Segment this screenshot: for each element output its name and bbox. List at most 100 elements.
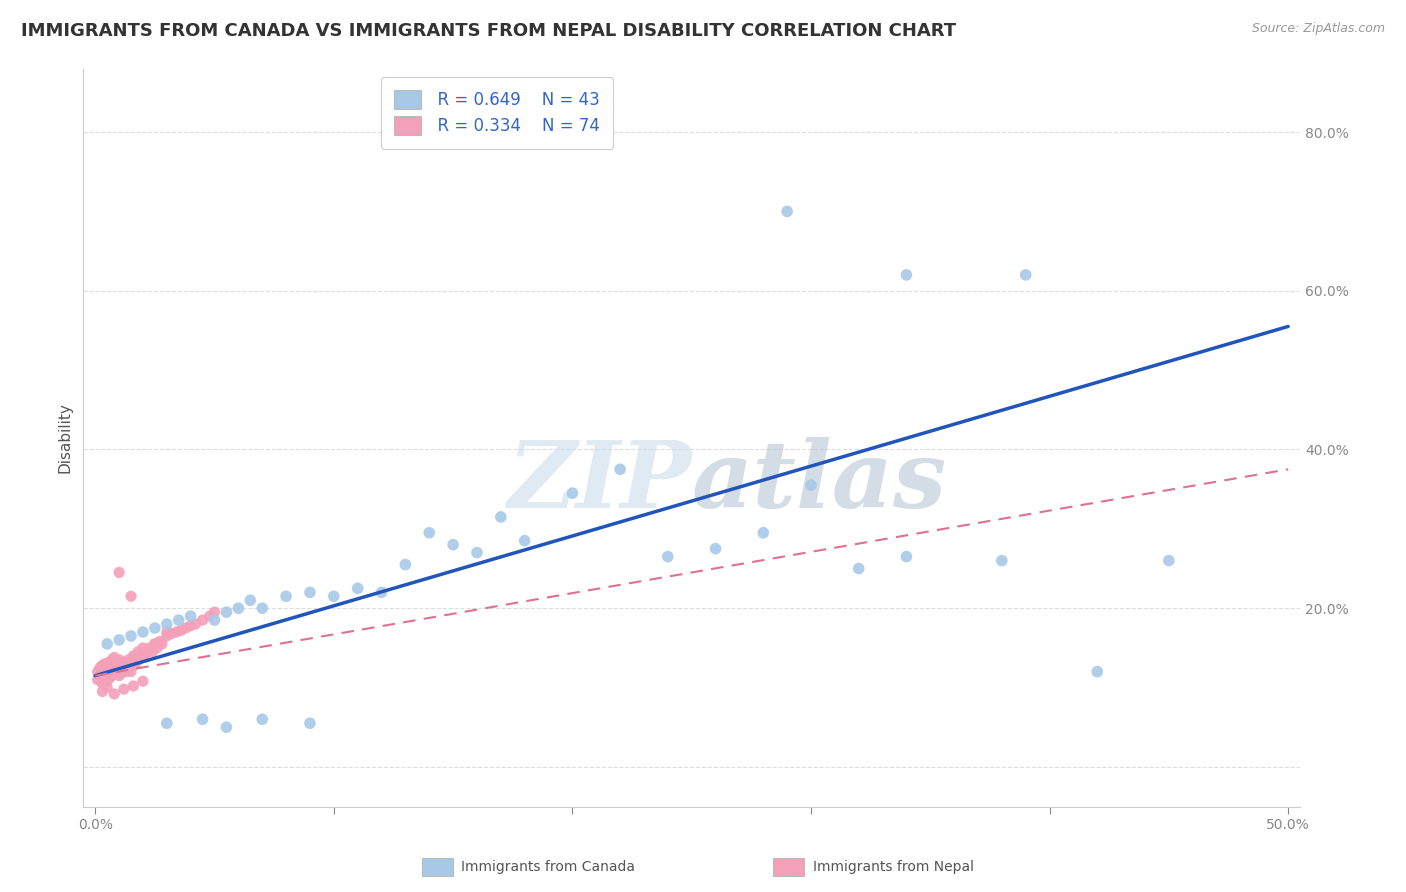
Point	[132, 625, 155, 640]
Text: Source: ZipAtlas.com: Source: ZipAtlas.com	[1251, 22, 1385, 36]
Point	[252, 712, 274, 726]
Point	[513, 533, 536, 548]
Text: Immigrants from Canada: Immigrants from Canada	[461, 860, 636, 874]
Point	[274, 589, 297, 603]
Point	[91, 658, 114, 673]
Text: Immigrants from Nepal: Immigrants from Nepal	[813, 860, 974, 874]
Point	[170, 624, 193, 638]
Point	[752, 525, 775, 540]
Point	[160, 626, 183, 640]
Point	[800, 478, 823, 492]
Point	[115, 657, 138, 671]
Text: IMMIGRANTS FROM CANADA VS IMMIGRANTS FROM NEPAL DISABILITY CORRELATION CHART: IMMIGRANTS FROM CANADA VS IMMIGRANTS FRO…	[21, 22, 956, 40]
Point	[394, 558, 416, 572]
Point	[991, 553, 1014, 567]
Point	[143, 637, 166, 651]
Point	[298, 585, 321, 599]
Point	[896, 268, 918, 282]
Point	[122, 679, 145, 693]
Point	[86, 665, 108, 679]
Point	[204, 613, 226, 627]
Point	[418, 525, 440, 540]
Point	[156, 625, 179, 640]
Point	[112, 663, 135, 677]
Point	[112, 682, 135, 697]
Point	[228, 601, 250, 615]
Point	[89, 661, 111, 675]
Point	[204, 605, 226, 619]
Point	[108, 566, 131, 580]
Point	[127, 653, 149, 667]
Point	[132, 640, 155, 655]
Point	[105, 665, 128, 679]
Point	[134, 647, 156, 661]
Point	[94, 673, 117, 687]
Point	[609, 462, 631, 476]
Point	[129, 650, 152, 665]
Point	[896, 549, 918, 564]
Y-axis label: Disability: Disability	[58, 402, 72, 473]
Point	[167, 613, 190, 627]
Point	[120, 589, 142, 603]
Point	[149, 634, 172, 648]
Point	[91, 676, 114, 690]
Point	[122, 648, 145, 663]
Point	[346, 582, 368, 596]
Point	[103, 650, 125, 665]
Point	[132, 674, 155, 689]
Point	[120, 629, 142, 643]
Point	[150, 637, 173, 651]
Point	[94, 665, 117, 679]
Point	[105, 657, 128, 671]
Point	[1085, 665, 1108, 679]
Point	[322, 589, 344, 603]
Point	[110, 657, 132, 671]
Point	[465, 546, 488, 560]
Point	[704, 541, 727, 556]
Point	[156, 617, 179, 632]
Point	[122, 658, 145, 673]
Point	[101, 668, 124, 682]
Point	[127, 645, 149, 659]
Point	[1015, 268, 1038, 282]
Point	[143, 637, 166, 651]
Point	[146, 640, 169, 655]
Text: ZIP: ZIP	[508, 437, 692, 527]
Point	[96, 666, 118, 681]
Point	[198, 609, 221, 624]
Point	[191, 613, 214, 627]
Point	[120, 655, 142, 669]
Legend:   R = 0.649    N = 43,   R = 0.334    N = 74: R = 0.649 N = 43, R = 0.334 N = 74	[381, 77, 613, 149]
Point	[1157, 553, 1180, 567]
Point	[776, 204, 799, 219]
Point	[143, 621, 166, 635]
Point	[441, 538, 464, 552]
Point	[156, 629, 179, 643]
Point	[489, 510, 512, 524]
Point	[117, 653, 139, 667]
Point	[125, 657, 148, 671]
Point	[98, 671, 121, 685]
Point	[165, 625, 187, 640]
Point	[141, 645, 163, 659]
Point	[108, 632, 131, 647]
Point	[132, 648, 155, 663]
Point	[215, 605, 238, 619]
Point	[103, 658, 125, 673]
Point	[108, 653, 131, 667]
Point	[156, 716, 179, 731]
Point	[110, 666, 132, 681]
Point	[180, 618, 202, 632]
Point	[86, 673, 108, 687]
Point	[125, 648, 148, 663]
Text: atlas: atlas	[692, 437, 946, 527]
Point	[561, 486, 583, 500]
Point	[96, 681, 118, 695]
Point	[184, 617, 207, 632]
Point	[94, 657, 117, 671]
Point	[91, 666, 114, 681]
Point	[657, 549, 679, 564]
Point	[115, 665, 138, 679]
Point	[191, 712, 214, 726]
Point	[239, 593, 262, 607]
